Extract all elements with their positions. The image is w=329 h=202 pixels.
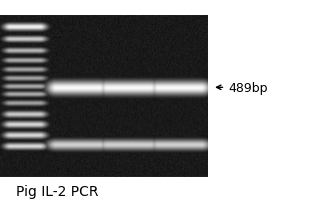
Text: Pig IL-2 PCR: Pig IL-2 PCR — [16, 184, 99, 198]
Text: 489bp: 489bp — [229, 81, 268, 94]
